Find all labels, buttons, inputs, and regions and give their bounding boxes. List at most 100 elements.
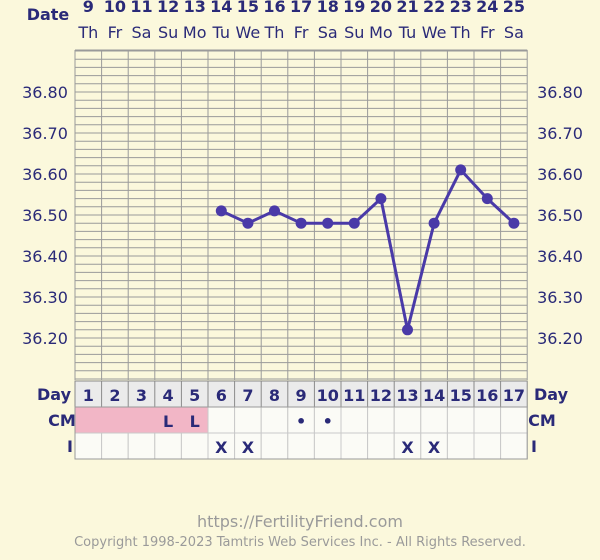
day-number: 15 (450, 386, 472, 405)
y-tick-label-left: 36.80 (22, 83, 68, 102)
cm-value: • (296, 412, 306, 431)
i-row-label-left: I (67, 437, 73, 456)
date-header-label: Date (27, 5, 70, 24)
temperature-series (215, 164, 520, 336)
weekday-label: Fr (108, 23, 123, 42)
weekday-label: Th (450, 23, 471, 42)
cm-value: L (190, 412, 200, 431)
temperature-point (455, 164, 467, 176)
weekday-label: Sa (318, 23, 338, 42)
date-label: 12 (157, 0, 179, 16)
day-number: 10 (317, 386, 339, 405)
temperature-point (375, 193, 387, 205)
cm-value: • (323, 412, 333, 431)
cm-cell (393, 406, 422, 434)
intercourse-cell (207, 432, 236, 460)
day-number: 4 (163, 386, 174, 405)
temperature-grid (74, 49, 528, 380)
day-number: 7 (242, 386, 253, 405)
day-number: 11 (343, 386, 365, 405)
intercourse-cell (154, 432, 182, 460)
temperature-point (508, 217, 520, 229)
day-number: 12 (370, 386, 392, 405)
cm-cell (473, 406, 502, 434)
cm-cell (446, 406, 475, 434)
weekday-label: Su (158, 23, 178, 42)
cm-cell (74, 406, 103, 434)
date-label: 16 (263, 0, 285, 16)
weekday-label: Tu (398, 23, 416, 42)
date-label: 14 (210, 0, 232, 16)
day-number: 9 (296, 386, 307, 405)
date-label: 11 (130, 0, 152, 16)
weekday-label: Th (77, 23, 98, 42)
y-tick-label-right: 36.50 (537, 206, 583, 225)
weekday-label: Fr (480, 23, 495, 42)
cm-value: L (163, 412, 173, 431)
date-label: 22 (423, 0, 445, 16)
cm-row-label-right: CM (528, 411, 556, 430)
weekday-label: Sa (504, 23, 524, 42)
cm-cell (127, 406, 156, 434)
date-label: 25 (503, 0, 525, 16)
y-tick-label-right: 36.40 (537, 247, 583, 266)
date-label: 18 (317, 0, 339, 16)
y-tick-label-left: 36.50 (22, 206, 68, 225)
temperature-point (428, 217, 440, 229)
intercourse-cell (446, 432, 475, 460)
intercourse-cell (74, 432, 103, 460)
date-label: 19 (343, 0, 365, 16)
intercourse-cell (127, 432, 156, 460)
date-label: 15 (237, 0, 259, 16)
weekday-label: Fr (294, 23, 309, 42)
date-label: 13 (184, 0, 206, 16)
date-label: 23 (450, 0, 472, 16)
date-label: 21 (396, 0, 418, 16)
cm-cell (500, 406, 528, 434)
cm-cell (260, 406, 289, 434)
y-tick-label-right: 36.80 (537, 83, 583, 102)
temperature-point (242, 217, 254, 229)
day-number: 3 (136, 386, 147, 405)
cm-cell (234, 406, 262, 434)
intercourse-cell (340, 432, 369, 460)
y-tick-label-right: 36.20 (537, 329, 583, 348)
i-row-label-right: I (531, 437, 537, 456)
cm-cell (420, 406, 448, 434)
y-tick-label-left: 36.30 (22, 288, 68, 307)
intercourse-mark: X (428, 438, 441, 457)
cm-cell (207, 406, 236, 434)
cm-cell (367, 406, 395, 434)
intercourse-mark: X (215, 438, 228, 457)
intercourse-cell (180, 432, 209, 460)
cm-row-label-left: CM (48, 411, 76, 430)
date-label: 20 (370, 0, 392, 16)
weekday-label: Tu (212, 23, 230, 42)
day-number: 13 (396, 386, 418, 405)
y-tick-label-right: 36.30 (537, 288, 583, 307)
intercourse-cell (234, 432, 262, 460)
day-number: 14 (423, 386, 445, 405)
date-label: 9 (83, 0, 94, 16)
weekday-label: We (236, 23, 261, 42)
intercourse-cell (367, 432, 395, 460)
day-row-label-right: Day (534, 385, 569, 404)
date-label: 24 (476, 0, 498, 16)
temperature-point (348, 217, 360, 229)
cm-cell (340, 406, 369, 434)
day-number: 17 (503, 386, 525, 405)
day-number: 2 (109, 386, 120, 405)
weekday-label: Mo (369, 23, 393, 42)
intercourse-mark: X (242, 438, 255, 457)
temperature-point (215, 205, 227, 217)
y-tick-label-left: 36.60 (22, 165, 68, 184)
y-tick-label-right: 36.60 (537, 165, 583, 184)
day-number: 5 (189, 386, 200, 405)
temperature-point (295, 217, 307, 229)
day-number: 16 (476, 386, 498, 405)
footer-url[interactable]: https://FertilityFriend.com (197, 512, 403, 531)
footer-copyright: Copyright 1998-2023 Tamtris Web Services… (74, 535, 526, 550)
date-label: 10 (104, 0, 126, 16)
day-number: 1 (83, 386, 94, 405)
